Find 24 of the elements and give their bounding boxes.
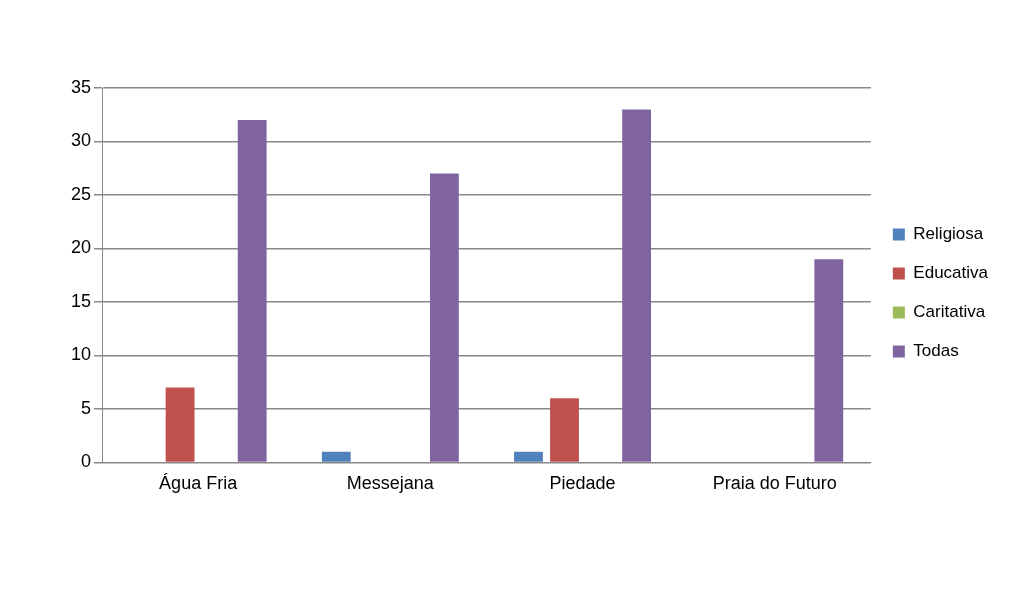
y-tick-label: 10 — [70, 344, 92, 365]
legend-label: Educativa — [913, 263, 989, 283]
bar — [429, 173, 459, 462]
y-tick-label: 5 — [81, 397, 92, 418]
y-tick-label: 0 — [81, 451, 92, 472]
bar — [321, 451, 351, 462]
y-tick-label: 15 — [70, 290, 92, 311]
bar — [165, 387, 195, 462]
legend-label: Religiosa — [913, 224, 984, 244]
bar — [237, 120, 267, 462]
y-tick-label: 30 — [70, 130, 92, 151]
x-tick-label: Piedade — [549, 473, 616, 494]
legend-label: Caritativa — [913, 302, 986, 322]
legend-label: Todas — [913, 341, 959, 361]
x-tick-label: Messejana — [346, 473, 435, 494]
bar — [622, 109, 652, 462]
y-tick-label: 35 — [70, 76, 92, 97]
bar — [814, 259, 844, 462]
bar — [514, 451, 543, 462]
x-tick-label: Praia do Futuro — [712, 473, 837, 494]
y-tick-label: 25 — [70, 183, 92, 204]
y-tick-label: 20 — [70, 237, 92, 258]
x-tick-label: Água Fria — [159, 473, 239, 494]
bar — [550, 398, 579, 462]
